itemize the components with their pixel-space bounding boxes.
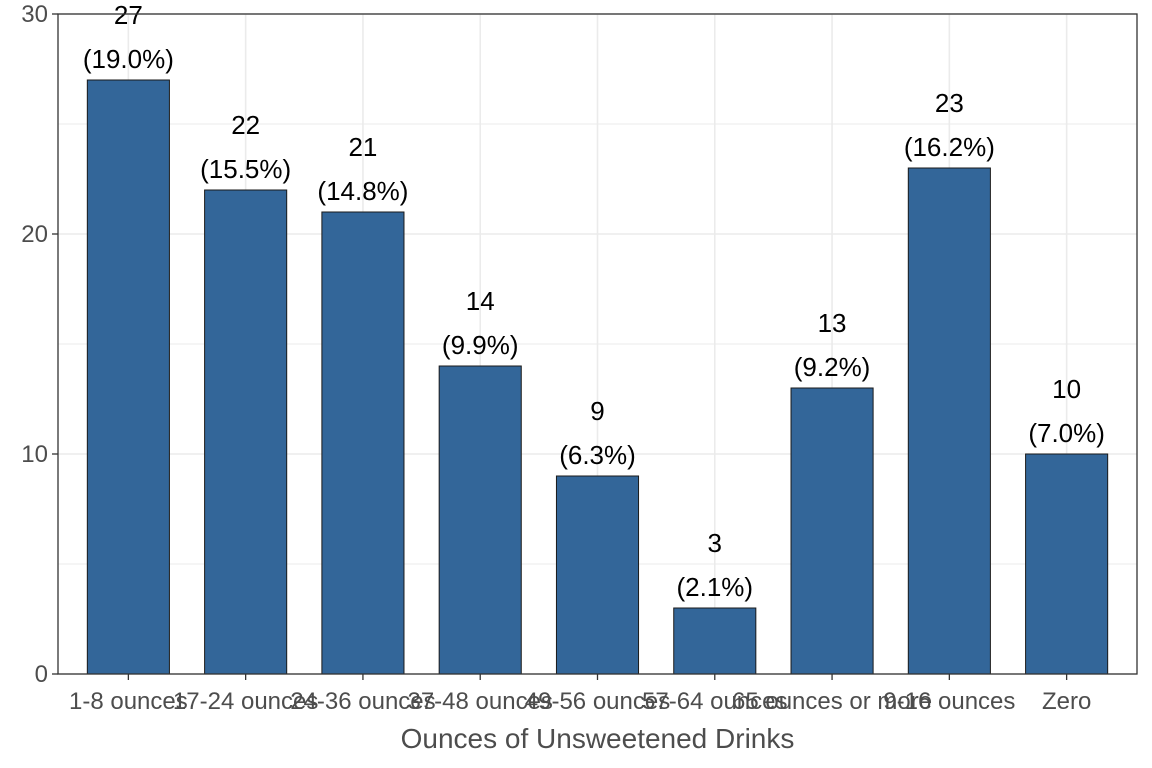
percent-label: (9.9%) — [442, 330, 519, 360]
x-tick-label: 9-16 ounces — [883, 688, 1015, 715]
percent-label: (15.5%) — [200, 154, 291, 184]
percent-label: (7.0%) — [1028, 418, 1105, 448]
bar — [673, 607, 757, 675]
count-label: 13 — [818, 308, 847, 338]
x-tick-label: 49-56 ounces — [525, 688, 670, 715]
count-label: 3 — [708, 528, 722, 558]
x-tick-label: 1-8 ounces — [69, 688, 188, 715]
percent-label: (2.1%) — [676, 572, 753, 602]
count-label: 14 — [466, 286, 495, 316]
y-tick-label: 0 — [35, 661, 48, 688]
x-axis-title: Ounces of Unsweetened Drinks — [401, 723, 795, 754]
percent-label: (16.2%) — [904, 132, 995, 162]
data-labels: 27 (19.0%) 22 (15.5%) 21 (14.8%) 14 (9.9%) 9 (6.3… — [83, 0, 1105, 602]
count-label: 22 — [231, 110, 260, 140]
x-tick-label: 24-36 ounces — [290, 688, 435, 715]
y-tick-label: 20 — [21, 221, 48, 248]
x-tick-label: 57-64 ounces — [642, 688, 787, 715]
bar — [204, 189, 288, 675]
x-tick-label: 17-24 ounces — [173, 688, 318, 715]
x-tick-label: 65 ounces or more — [732, 688, 932, 715]
percent-label: (19.0%) — [83, 44, 174, 74]
count-label: 21 — [348, 132, 377, 162]
bar — [86, 79, 170, 675]
x-tick-label: 37-48 ounces — [407, 688, 552, 715]
count-label: 10 — [1052, 374, 1081, 404]
percent-label: (9.2%) — [794, 352, 871, 382]
bar — [321, 211, 405, 675]
percent-label: (6.3%) — [559, 440, 636, 470]
y-tick-label: 30 — [21, 1, 48, 28]
bars — [86, 79, 1109, 675]
bar — [790, 387, 874, 675]
count-label: 23 — [935, 88, 964, 118]
y-axis: 0 10 20 30 — [21, 1, 58, 688]
x-tick-label: Zero — [1042, 688, 1091, 715]
bar — [907, 167, 991, 675]
y-tick-label: 10 — [21, 441, 48, 468]
bar — [1025, 453, 1109, 675]
count-label: 9 — [590, 396, 604, 426]
bar — [555, 475, 640, 675]
percent-label: (14.8%) — [317, 176, 408, 206]
bar — [438, 365, 522, 675]
count-label: 27 — [114, 0, 143, 30]
